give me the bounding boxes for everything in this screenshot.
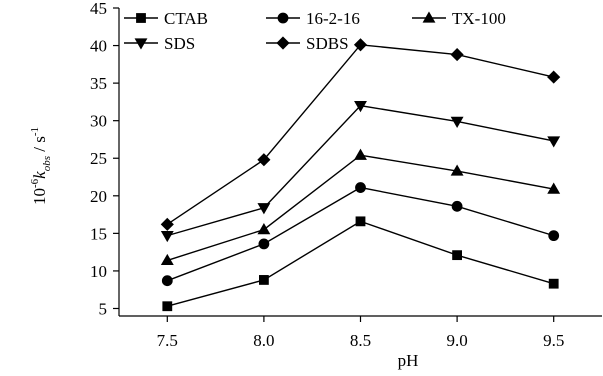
legend-label: TX-100 [452,9,506,28]
x-axis: 7.5 8.0 8.5 9.0 9.5 [157,316,564,350]
x-tick-label: 9.5 [543,331,564,350]
legend-item-sdbs: SDBS [266,34,349,53]
data-point [257,223,271,235]
data-point [160,230,174,243]
y-tick-label: 35 [90,74,107,93]
data-point [547,70,561,84]
legend-marker [422,11,436,23]
y-axis: 5 10 15 20 25 30 35 40 45 [90,0,119,318]
y-axis-label-k: k [30,171,49,179]
y-axis-label-base: 10 [30,188,49,205]
data-point [547,182,561,194]
data-point [355,182,366,193]
y-tick-label: 25 [90,149,107,168]
series-line [166,44,554,225]
y-axis-label: 10-6kobs / s-1 [29,127,53,205]
legend-label: SDBS [306,34,349,53]
data-point [353,38,368,52]
series-sds [160,101,561,243]
data-point [451,200,463,212]
series-ctab [162,216,559,312]
data-point [257,203,271,215]
legend-item-sds: SDS [124,34,195,53]
x-tick-label: 9.0 [446,331,467,350]
y-axis-label-exp: -6 [29,178,41,188]
data-point [354,148,367,160]
x-tick-label: 7.5 [157,331,178,350]
y-axis-label-unit-exp: -1 [29,127,41,136]
data-point [160,217,174,231]
data-point [355,216,366,227]
y-tick-label: 15 [90,224,107,243]
legend-label: 16-2-16 [306,9,360,28]
data-point [452,250,463,261]
data-point [548,230,560,242]
series-line [167,220,554,307]
data-point [450,48,464,62]
data-point [160,253,174,266]
x-tick-label: 8.5 [350,331,371,350]
data-point [354,101,367,113]
y-axis-label-unit: / s [30,136,49,156]
legend-marker [136,13,146,23]
y-tick-label: 5 [99,299,108,318]
x-axis-label: pH [398,351,419,370]
legend-label: SDS [164,34,195,53]
data-point [450,116,464,128]
data-point [547,136,561,148]
legend-marker [134,38,148,50]
x-tick-label: 8.0 [253,331,274,350]
y-axis-label-sub: obs [41,156,53,171]
series-layer [160,38,561,312]
series-line [167,154,554,262]
plot-frame [118,8,602,317]
legend-marker [276,36,290,50]
y-tick-label: 20 [90,187,107,206]
y-tick-label: 40 [90,37,107,56]
data-point [258,275,269,285]
data-point [162,301,173,312]
legend-item-16-2-16: 16-2-16 [266,9,360,28]
legend-item-tx-100: TX-100 [412,9,506,28]
legend-item-ctab: CTAB [124,9,208,28]
data-point [450,164,464,176]
legend-marker [277,12,289,24]
series-sdbs [160,38,561,231]
data-point [548,278,559,289]
legend: CTAB 16-2-16 TX-100 SDS SDBS [124,9,506,53]
y-tick-label: 45 [90,0,107,18]
y-tick-label: 10 [90,262,107,281]
series-tx-100 [160,148,561,266]
legend-label: CTAB [164,9,208,28]
series-line [167,104,554,237]
series-16-2-16 [161,182,560,287]
data-point [161,275,173,287]
data-point [258,238,270,250]
y-tick-label: 30 [90,112,107,131]
data-point [257,153,271,167]
